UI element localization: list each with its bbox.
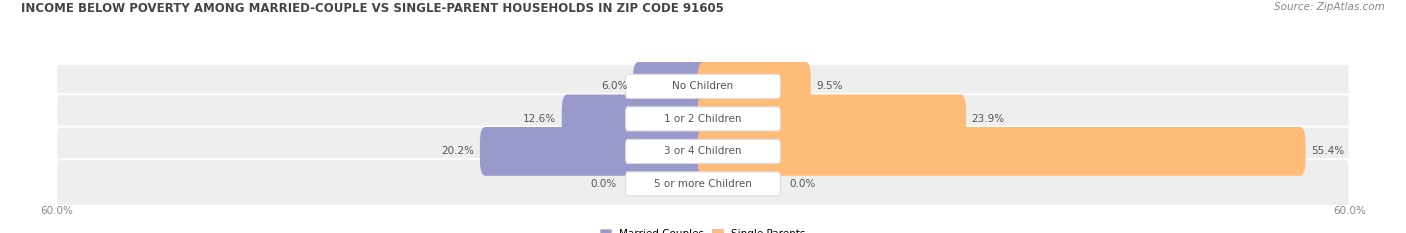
- FancyBboxPatch shape: [633, 62, 709, 111]
- Text: 0.0%: 0.0%: [789, 179, 815, 189]
- FancyBboxPatch shape: [56, 94, 1350, 144]
- Text: 55.4%: 55.4%: [1310, 146, 1344, 156]
- Text: 20.2%: 20.2%: [441, 146, 474, 156]
- Text: 3 or 4 Children: 3 or 4 Children: [664, 146, 742, 156]
- FancyBboxPatch shape: [626, 139, 780, 163]
- Text: No Children: No Children: [672, 81, 734, 91]
- FancyBboxPatch shape: [697, 95, 966, 143]
- Text: INCOME BELOW POVERTY AMONG MARRIED-COUPLE VS SINGLE-PARENT HOUSEHOLDS IN ZIP COD: INCOME BELOW POVERTY AMONG MARRIED-COUPL…: [21, 2, 724, 15]
- FancyBboxPatch shape: [56, 127, 1350, 176]
- Text: 5 or more Children: 5 or more Children: [654, 179, 752, 189]
- Text: 1 or 2 Children: 1 or 2 Children: [664, 114, 742, 124]
- FancyBboxPatch shape: [697, 62, 811, 111]
- Text: Source: ZipAtlas.com: Source: ZipAtlas.com: [1274, 2, 1385, 12]
- FancyBboxPatch shape: [56, 62, 1350, 111]
- FancyBboxPatch shape: [479, 127, 709, 176]
- Text: 0.0%: 0.0%: [591, 179, 617, 189]
- FancyBboxPatch shape: [626, 107, 780, 131]
- FancyBboxPatch shape: [626, 172, 780, 196]
- Text: 23.9%: 23.9%: [972, 114, 1004, 124]
- FancyBboxPatch shape: [626, 74, 780, 98]
- FancyBboxPatch shape: [562, 95, 709, 143]
- Text: 12.6%: 12.6%: [523, 114, 557, 124]
- Text: 6.0%: 6.0%: [602, 81, 627, 91]
- FancyBboxPatch shape: [56, 159, 1350, 209]
- FancyBboxPatch shape: [697, 127, 1306, 176]
- Legend: Married Couples, Single Parents: Married Couples, Single Parents: [600, 229, 806, 233]
- Text: 9.5%: 9.5%: [817, 81, 842, 91]
